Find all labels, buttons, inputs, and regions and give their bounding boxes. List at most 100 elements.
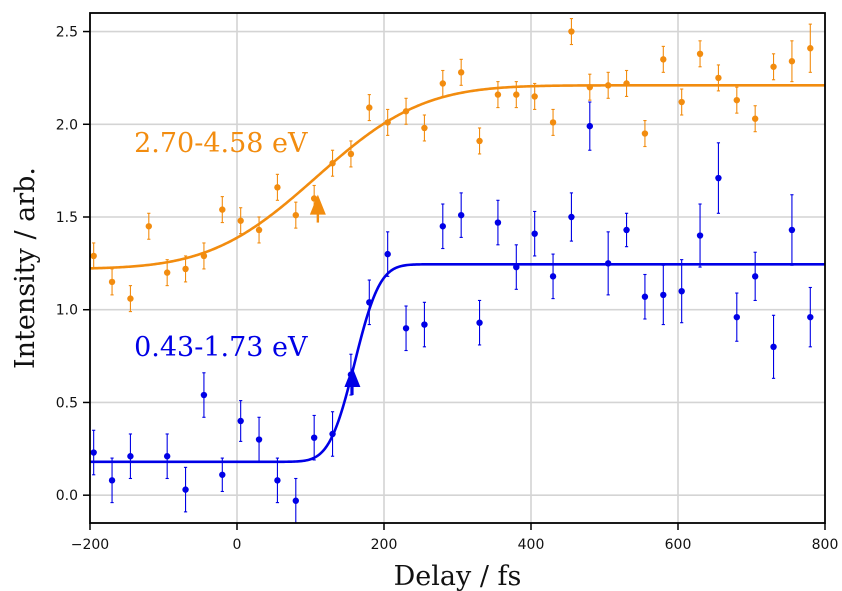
marker — [384, 250, 391, 258]
data-point-orange — [513, 81, 520, 109]
data-point-orange — [90, 242, 97, 270]
data-point-blue — [513, 244, 520, 290]
marker — [641, 130, 649, 137]
onset-arrows — [309, 194, 361, 396]
marker — [807, 45, 814, 52]
marker — [421, 321, 428, 328]
marker — [660, 291, 667, 299]
marker — [586, 122, 593, 130]
data-point-blue — [549, 253, 557, 300]
marker — [402, 108, 410, 115]
marker — [770, 63, 777, 70]
data-point-blue — [421, 301, 428, 348]
marker — [439, 80, 446, 87]
data-point-blue — [457, 192, 465, 238]
fit-curve-orange — [89, 84, 825, 270]
marker — [366, 299, 373, 306]
data-point-orange — [549, 108, 557, 136]
marker — [329, 160, 336, 167]
data-point-blue — [329, 411, 336, 457]
y-tick-label: 0.5 — [56, 395, 78, 411]
marker — [751, 115, 759, 122]
data-point-blue — [751, 251, 759, 302]
data-point-blue — [531, 210, 538, 257]
data-point-blue — [807, 286, 814, 348]
marker — [200, 391, 208, 399]
x-tick-label: 0 — [233, 537, 242, 553]
data-point-blue — [568, 192, 575, 242]
data-point-blue — [696, 203, 704, 268]
y-tick-label: 2.5 — [56, 25, 78, 41]
data-point-orange — [696, 40, 704, 68]
marker — [237, 217, 244, 224]
marker — [660, 56, 667, 63]
marker — [237, 417, 244, 425]
marker — [439, 223, 446, 230]
data-point-blue — [127, 433, 134, 480]
marker — [292, 497, 299, 504]
marker — [145, 223, 152, 230]
data-point-blue — [219, 457, 226, 493]
data-point-orange — [219, 196, 226, 224]
data-point-blue — [788, 194, 796, 266]
fit-curve-blue — [90, 262, 825, 464]
data-point-orange — [770, 53, 777, 81]
data-point-orange — [531, 82, 538, 110]
data-point-orange — [807, 23, 814, 73]
data-point-blue — [366, 279, 373, 326]
marker — [163, 453, 171, 460]
marker — [163, 269, 171, 276]
marker — [623, 80, 630, 87]
marker — [513, 263, 520, 271]
data-point-orange — [457, 58, 465, 86]
series-label-orange: 2.70-4.58 eV — [134, 128, 308, 159]
data-point-blue — [770, 314, 777, 379]
data-point-blue — [604, 231, 612, 296]
data-point-blue — [108, 457, 116, 504]
data-point-blue — [678, 259, 685, 324]
marker — [549, 273, 557, 280]
axes-ticks: −200 0 200 400 600 800 0.0 0.5 1.0 1.5 2.0 2.5 — [56, 25, 839, 553]
marker — [108, 278, 116, 286]
marker — [586, 83, 593, 91]
marker — [347, 150, 355, 158]
data-point-blue — [274, 457, 281, 504]
marker — [696, 232, 704, 239]
data-point-orange — [421, 114, 428, 142]
data-point-blue — [384, 231, 391, 277]
data-points — [90, 18, 814, 524]
marker — [366, 104, 373, 111]
data-point-orange — [402, 97, 410, 125]
data-point-blue — [163, 433, 171, 480]
data-point-orange — [108, 268, 116, 296]
data-point-orange — [127, 285, 134, 313]
x-axis-title: Delay / fs — [394, 561, 522, 591]
y-tick-label: 1.5 — [56, 210, 78, 226]
x-tick-label: 600 — [665, 537, 692, 553]
data-point-blue — [200, 372, 208, 418]
onset-arrow-head-blue — [344, 367, 361, 388]
data-point-orange — [200, 242, 208, 270]
marker — [421, 124, 428, 132]
data-point-orange — [788, 40, 796, 83]
marker — [90, 252, 97, 260]
marker — [329, 430, 336, 438]
fit-curves — [89, 84, 825, 464]
data-point-blue — [494, 199, 502, 246]
data-point-orange — [641, 120, 649, 148]
marker — [604, 82, 612, 89]
marker — [219, 471, 226, 478]
data-point-orange — [586, 73, 593, 101]
marker — [310, 434, 318, 441]
marker — [696, 50, 704, 57]
marker — [549, 119, 557, 126]
data-point-orange — [439, 69, 446, 98]
marker — [807, 313, 814, 321]
marker — [568, 28, 575, 35]
data-point-orange — [292, 201, 299, 229]
marker — [733, 313, 740, 321]
y-axis-title: Intensity / arb. — [10, 167, 41, 369]
data-point-orange — [255, 216, 263, 244]
marker — [531, 230, 538, 237]
data-point-orange — [384, 108, 391, 136]
